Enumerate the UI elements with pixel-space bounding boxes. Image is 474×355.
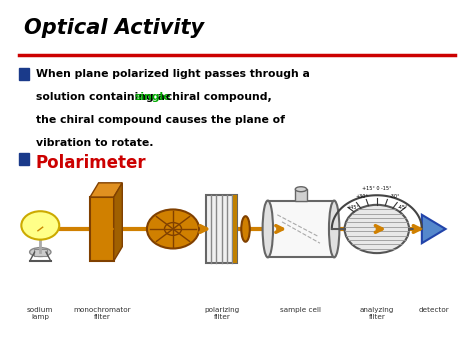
Text: -30°: -30°: [390, 194, 400, 199]
Bar: [268, 201, 334, 257]
Text: analyzing
filter: analyzing filter: [360, 307, 394, 320]
Bar: [206, 195, 237, 263]
Text: solution containing a: solution containing a: [36, 92, 168, 102]
Text: detector: detector: [419, 307, 449, 313]
Circle shape: [345, 205, 409, 253]
Bar: [34, 248, 47, 256]
Text: Optical Activity: Optical Activity: [24, 18, 204, 38]
Text: -45°: -45°: [398, 206, 408, 211]
Text: single: single: [135, 92, 171, 102]
Text: +30°: +30°: [355, 194, 368, 199]
Circle shape: [21, 211, 59, 240]
Text: When plane polarized light passes through a: When plane polarized light passes throug…: [36, 69, 310, 79]
Bar: [233, 195, 237, 263]
Text: +15° 0 -15°: +15° 0 -15°: [362, 186, 392, 191]
Circle shape: [0, 0, 31, 23]
Text: chiral compound,: chiral compound,: [162, 92, 272, 102]
Text: the chiral compound causes the plane of: the chiral compound causes the plane of: [36, 115, 284, 125]
Bar: [19, 153, 29, 165]
Ellipse shape: [295, 187, 307, 192]
Circle shape: [147, 209, 199, 248]
Bar: [19, 68, 29, 80]
Ellipse shape: [263, 201, 273, 257]
Polygon shape: [90, 183, 122, 197]
Text: monochromator
filter: monochromator filter: [73, 307, 131, 320]
Polygon shape: [114, 183, 122, 261]
Bar: [295, 189, 307, 201]
Ellipse shape: [329, 201, 339, 257]
Text: Polarimeter: Polarimeter: [36, 154, 146, 173]
Circle shape: [443, 0, 474, 23]
Text: +45°: +45°: [346, 206, 360, 211]
Text: vibration to rotate.: vibration to rotate.: [36, 138, 153, 148]
Circle shape: [0, 332, 31, 355]
Bar: [90, 197, 114, 261]
Text: polarizing
filter: polarizing filter: [204, 307, 239, 320]
Text: sodium
lamp: sodium lamp: [27, 307, 54, 320]
Ellipse shape: [241, 216, 250, 242]
Circle shape: [443, 332, 474, 355]
Text: sample cell: sample cell: [281, 307, 321, 313]
Polygon shape: [422, 215, 446, 243]
Ellipse shape: [30, 248, 51, 256]
